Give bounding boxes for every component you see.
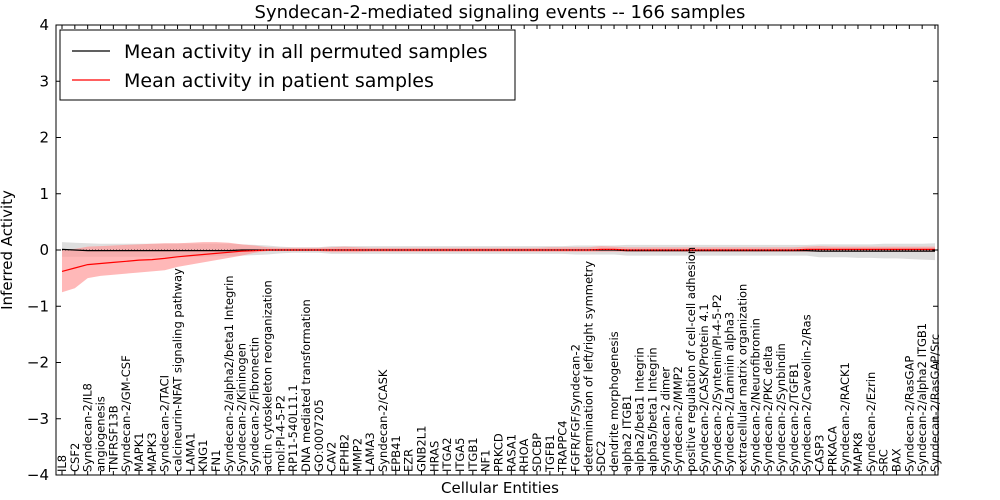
x-tick-label: Syndecan-2/Syntenin/PI-4-5-P2: [710, 294, 724, 472]
x-tick-label: HRAS: [427, 441, 441, 472]
x-tick-label: calcineurin-NFAT signaling pathway: [171, 268, 185, 472]
x-axis: IL8CSF2Syndecan-2/IL8angiogenesisTNFRSF1…: [55, 25, 942, 475]
y-tick-label: −4: [27, 466, 49, 484]
y-tick-label: 2: [39, 129, 49, 147]
x-tick-label: alpha5/beta1 Integrin: [646, 347, 660, 472]
x-tick-label: ITGB1: [466, 437, 480, 472]
x-tick-label: MMP2: [350, 438, 364, 472]
x-tick-label: Syndecan-2/TACI: [158, 375, 172, 472]
x-tick-label: SDC2: [594, 440, 608, 472]
x-tick-label: Syndecan-2/RasGAP: [902, 356, 916, 472]
x-tick-label: Syndecan-2 dimer: [658, 367, 672, 472]
x-tick-label: MAPK3: [145, 432, 159, 472]
x-tick-label: Syndecan-2/alpha2/beta1 Integrin: [222, 275, 236, 472]
x-tick-label: EPHB2: [337, 434, 351, 472]
x-tick-label: Syndecan-2/RasGAP/Src: [928, 334, 942, 472]
y-tick-label: 1: [39, 185, 49, 203]
x-tick-label: MAPK8: [851, 432, 865, 472]
x-tick-label: RP11-540L11.1: [286, 384, 300, 472]
x-tick-label: dendrite morphogenesis: [607, 331, 621, 472]
x-tick-label: Syndecan-2/Caveolin-2/Ras: [800, 314, 814, 472]
x-tick-label: Syndecan-2/Ezrin: [864, 372, 878, 472]
x-axis-label: Cellular Entities: [441, 479, 559, 497]
x-tick-label: FGFR/FGF/Syndecan-2: [569, 344, 583, 472]
x-tick-label: EPB41: [389, 435, 403, 472]
x-tick-label: Syndecan-2/GM-CSF: [119, 355, 133, 472]
x-tick-label: mol:PI-4-5-P2: [273, 395, 287, 472]
legend-label-permuted: Mean activity in all permuted samples: [124, 41, 487, 63]
x-tick-label: SDCBP: [530, 433, 544, 472]
legend-label-patient: Mean activity in patient samples: [124, 70, 434, 92]
chart-title: Syndecan-2-mediated signaling events -- …: [255, 2, 746, 23]
x-tick-label: Syndecan-2/Neurofibromin: [748, 318, 762, 472]
x-tick-label: Syndecan-2/MMP2: [671, 366, 685, 472]
x-tick-label: Syndecan-2/PKC delta: [761, 346, 775, 472]
x-tick-label: Syndecan-2/Kininogen: [235, 343, 249, 472]
x-tick-label: ITGA2: [440, 437, 454, 472]
x-tick-label: PRKCD: [492, 433, 506, 472]
x-tick-label: TGFB1: [543, 434, 557, 473]
y-axis: −4 −3 −2 −1 0 1 2 3 4: [27, 16, 938, 484]
series-line-patient: [61, 248, 935, 272]
x-tick-label: GNB2L1: [415, 426, 429, 472]
x-tick-label: SRC: [877, 449, 891, 472]
x-tick-label: alpha2/beta1 Integrin: [633, 347, 647, 472]
y-tick-label: −1: [27, 297, 49, 315]
x-tick-label: alpha2 ITGB1: [620, 395, 634, 472]
x-tick-label: positive regulation of cell-cell adhesio…: [684, 247, 698, 472]
x-tick-label: CAV2: [325, 442, 339, 472]
x-tick-label: LAMA1: [183, 432, 197, 472]
x-tick-label: extracellular matrix organization: [735, 284, 749, 472]
legend: Mean activity in all permuted samples Me…: [59, 29, 516, 101]
x-tick-label: PRKACA: [825, 426, 839, 472]
y-tick-label: 0: [39, 241, 49, 259]
x-tick-label: determination of left/right symmetry: [581, 261, 595, 472]
x-tick-label: EZR: [402, 449, 416, 472]
x-tick-label: LAMA3: [363, 432, 377, 472]
x-tick-label: angiogenesis: [94, 396, 108, 472]
x-tick-label: FN1: [209, 449, 223, 472]
x-tick-label: ITGA5: [453, 437, 467, 472]
y-tick-label: 3: [39, 72, 49, 90]
y-tick-label: −2: [27, 354, 49, 372]
x-tick-label: CSF2: [68, 443, 82, 472]
y-axis-label: Inferred Activity: [0, 190, 16, 310]
x-tick-label: NF1: [479, 449, 493, 472]
x-tick-label: MAPK1: [132, 432, 146, 472]
confidence-bands: [62, 242, 935, 293]
x-tick-label: Syndecan-2/RACK1: [838, 362, 852, 472]
x-tick-label: actin cytoskeleton reorganization: [260, 280, 274, 472]
x-tick-label: Syndecan-2/CASK: [376, 369, 390, 472]
x-tick-label: TNFRSF13B: [106, 405, 120, 473]
x-tick-label: CASP3: [813, 435, 827, 472]
plot-frame: [55, 24, 939, 476]
x-tick-label: GO:0007205: [312, 399, 326, 472]
x-tick-label: Syndecan-2/Synbindin: [774, 343, 788, 472]
x-tick-label: BAX: [890, 448, 904, 472]
series-lines: [61, 248, 935, 272]
x-tick-label: TRAPPC4: [556, 420, 570, 473]
x-tick-label: IL8: [55, 455, 69, 472]
x-tick-label: Syndecan-2/Laminin alpha3: [723, 312, 737, 472]
y-tick-label: 4: [39, 16, 49, 34]
x-tick-label: Syndecan-2/CASK/Protein 4.1: [697, 303, 711, 472]
x-tick-label: Syndecan-2/Fibronectin: [248, 337, 262, 472]
x-tick-label: RHOA: [517, 439, 531, 472]
x-tick-label: Syndecan-2/TGFB1: [787, 362, 801, 472]
legend-box: [59, 29, 516, 101]
x-tick-label: Syndecan-2/IL8: [81, 383, 95, 472]
y-tick-label: −3: [27, 410, 49, 428]
band-patient: [62, 242, 935, 293]
x-tick-label: Syndecan-2/alpha2 ITGB1: [915, 323, 929, 472]
x-tick-label: KNG1: [196, 440, 210, 472]
x-tick-label: DNA mediated transformation: [299, 299, 313, 472]
x-tick-label: RASA1: [504, 434, 518, 472]
